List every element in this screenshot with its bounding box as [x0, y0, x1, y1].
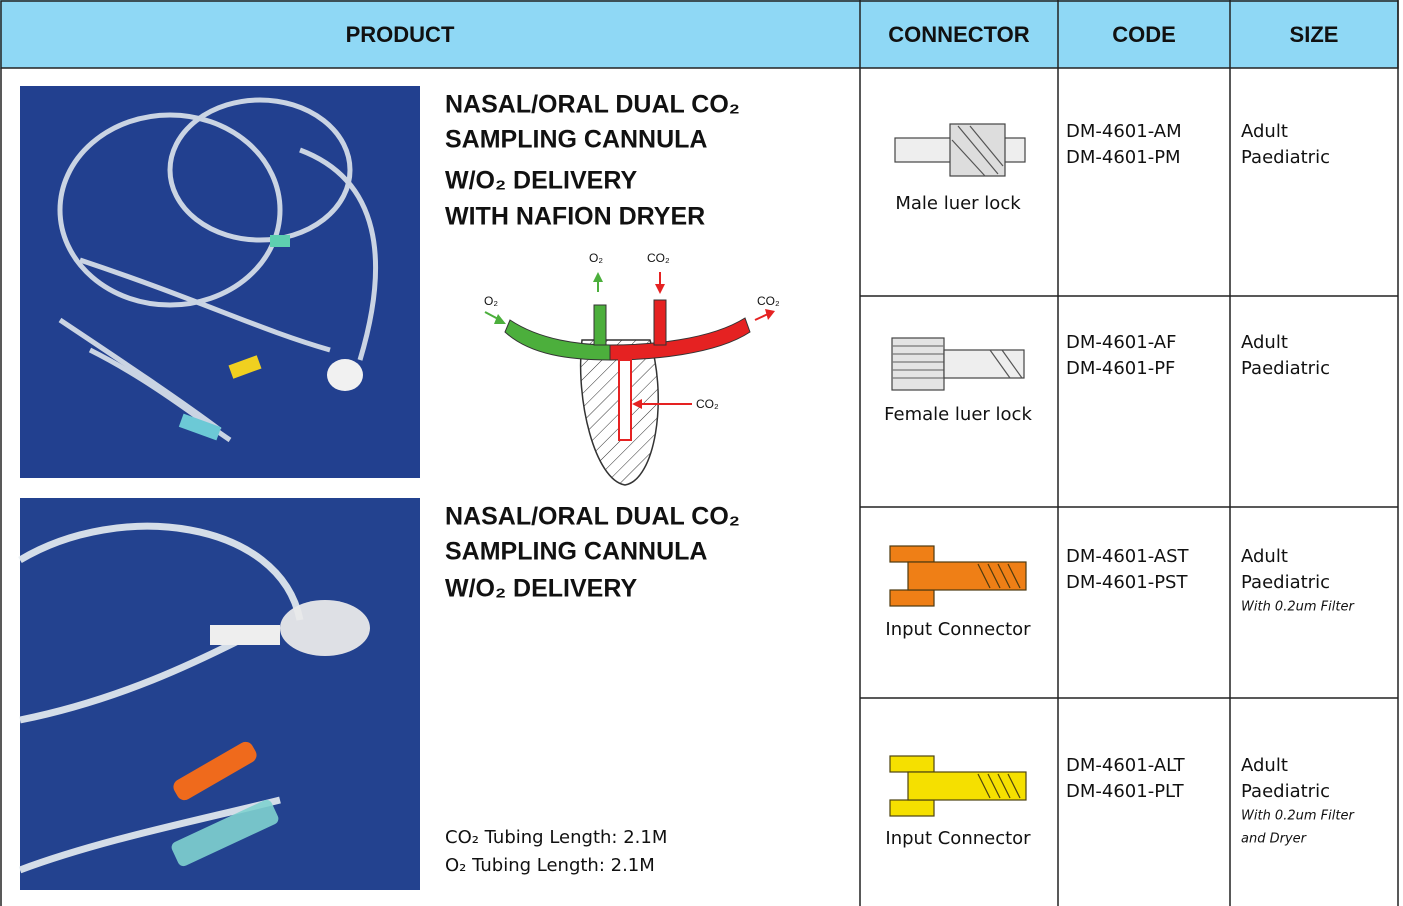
product-title: W/O₂ DELIVERY	[445, 575, 637, 603]
product-title: WITH NAFION DRYER	[445, 203, 705, 231]
size-note: With 0.2um Filter	[1241, 600, 1355, 615]
size: Paediatric	[1241, 572, 1330, 593]
connector-icon	[889, 755, 1027, 817]
size: Adult	[1241, 121, 1288, 142]
connector-label: Female luer lock	[884, 404, 1032, 425]
diagram-label: O₂	[589, 251, 603, 265]
product-title: NASAL/ORAL DUAL CO₂	[445, 91, 740, 119]
code: DM-4601-AF	[1066, 332, 1176, 353]
header-cell: CODE	[1112, 22, 1176, 47]
header-bg	[0, 0, 1398, 68]
product-photo	[18, 498, 420, 890]
diagram-label: CO₂	[757, 294, 780, 308]
size: Adult	[1241, 546, 1288, 567]
size: Adult	[1241, 332, 1288, 353]
product-title: W/O₂ DELIVERY	[445, 167, 637, 195]
connector-icon	[889, 545, 1027, 607]
header-cell: SIZE	[1290, 22, 1339, 47]
diagram-label: O₂	[484, 294, 498, 308]
size: Adult	[1241, 755, 1288, 776]
header-cell: PRODUCT	[346, 22, 455, 47]
connector-label: Input Connector	[885, 619, 1031, 640]
connector-label: Input Connector	[885, 828, 1031, 849]
size-note: and Dryer	[1241, 832, 1308, 847]
connector-label: Male luer lock	[895, 193, 1021, 214]
code: DM-4601-PF	[1066, 358, 1175, 379]
code: DM-4601-AST	[1066, 546, 1190, 567]
product-photo	[20, 86, 420, 478]
product-title: SAMPLING CANNULA	[445, 126, 708, 154]
code: DM-4601-PST	[1066, 572, 1188, 593]
connector-icon	[891, 337, 1025, 391]
product-note: O₂ Tubing Length: 2.1M	[445, 855, 655, 876]
diagram-label: CO₂	[647, 251, 670, 265]
code: DM-4601-AM	[1066, 121, 1182, 142]
size: Paediatric	[1241, 147, 1330, 168]
product-note: CO₂ Tubing Length: 2.1M	[445, 827, 667, 848]
code: DM-4601-ALT	[1066, 755, 1186, 776]
code: DM-4601-PM	[1066, 147, 1181, 168]
connector-icon	[894, 123, 1026, 177]
header-cell: CONNECTOR	[888, 22, 1029, 47]
product-title: NASAL/ORAL DUAL CO₂	[445, 503, 740, 531]
product-title: SAMPLING CANNULA	[445, 538, 708, 566]
cannula-diagram	[484, 272, 775, 486]
size: Paediatric	[1241, 358, 1330, 379]
diagram-label: CO₂	[696, 397, 719, 411]
size: Paediatric	[1241, 781, 1330, 802]
code: DM-4601-PLT	[1066, 781, 1185, 802]
size-note: With 0.2um Filter	[1241, 809, 1355, 824]
